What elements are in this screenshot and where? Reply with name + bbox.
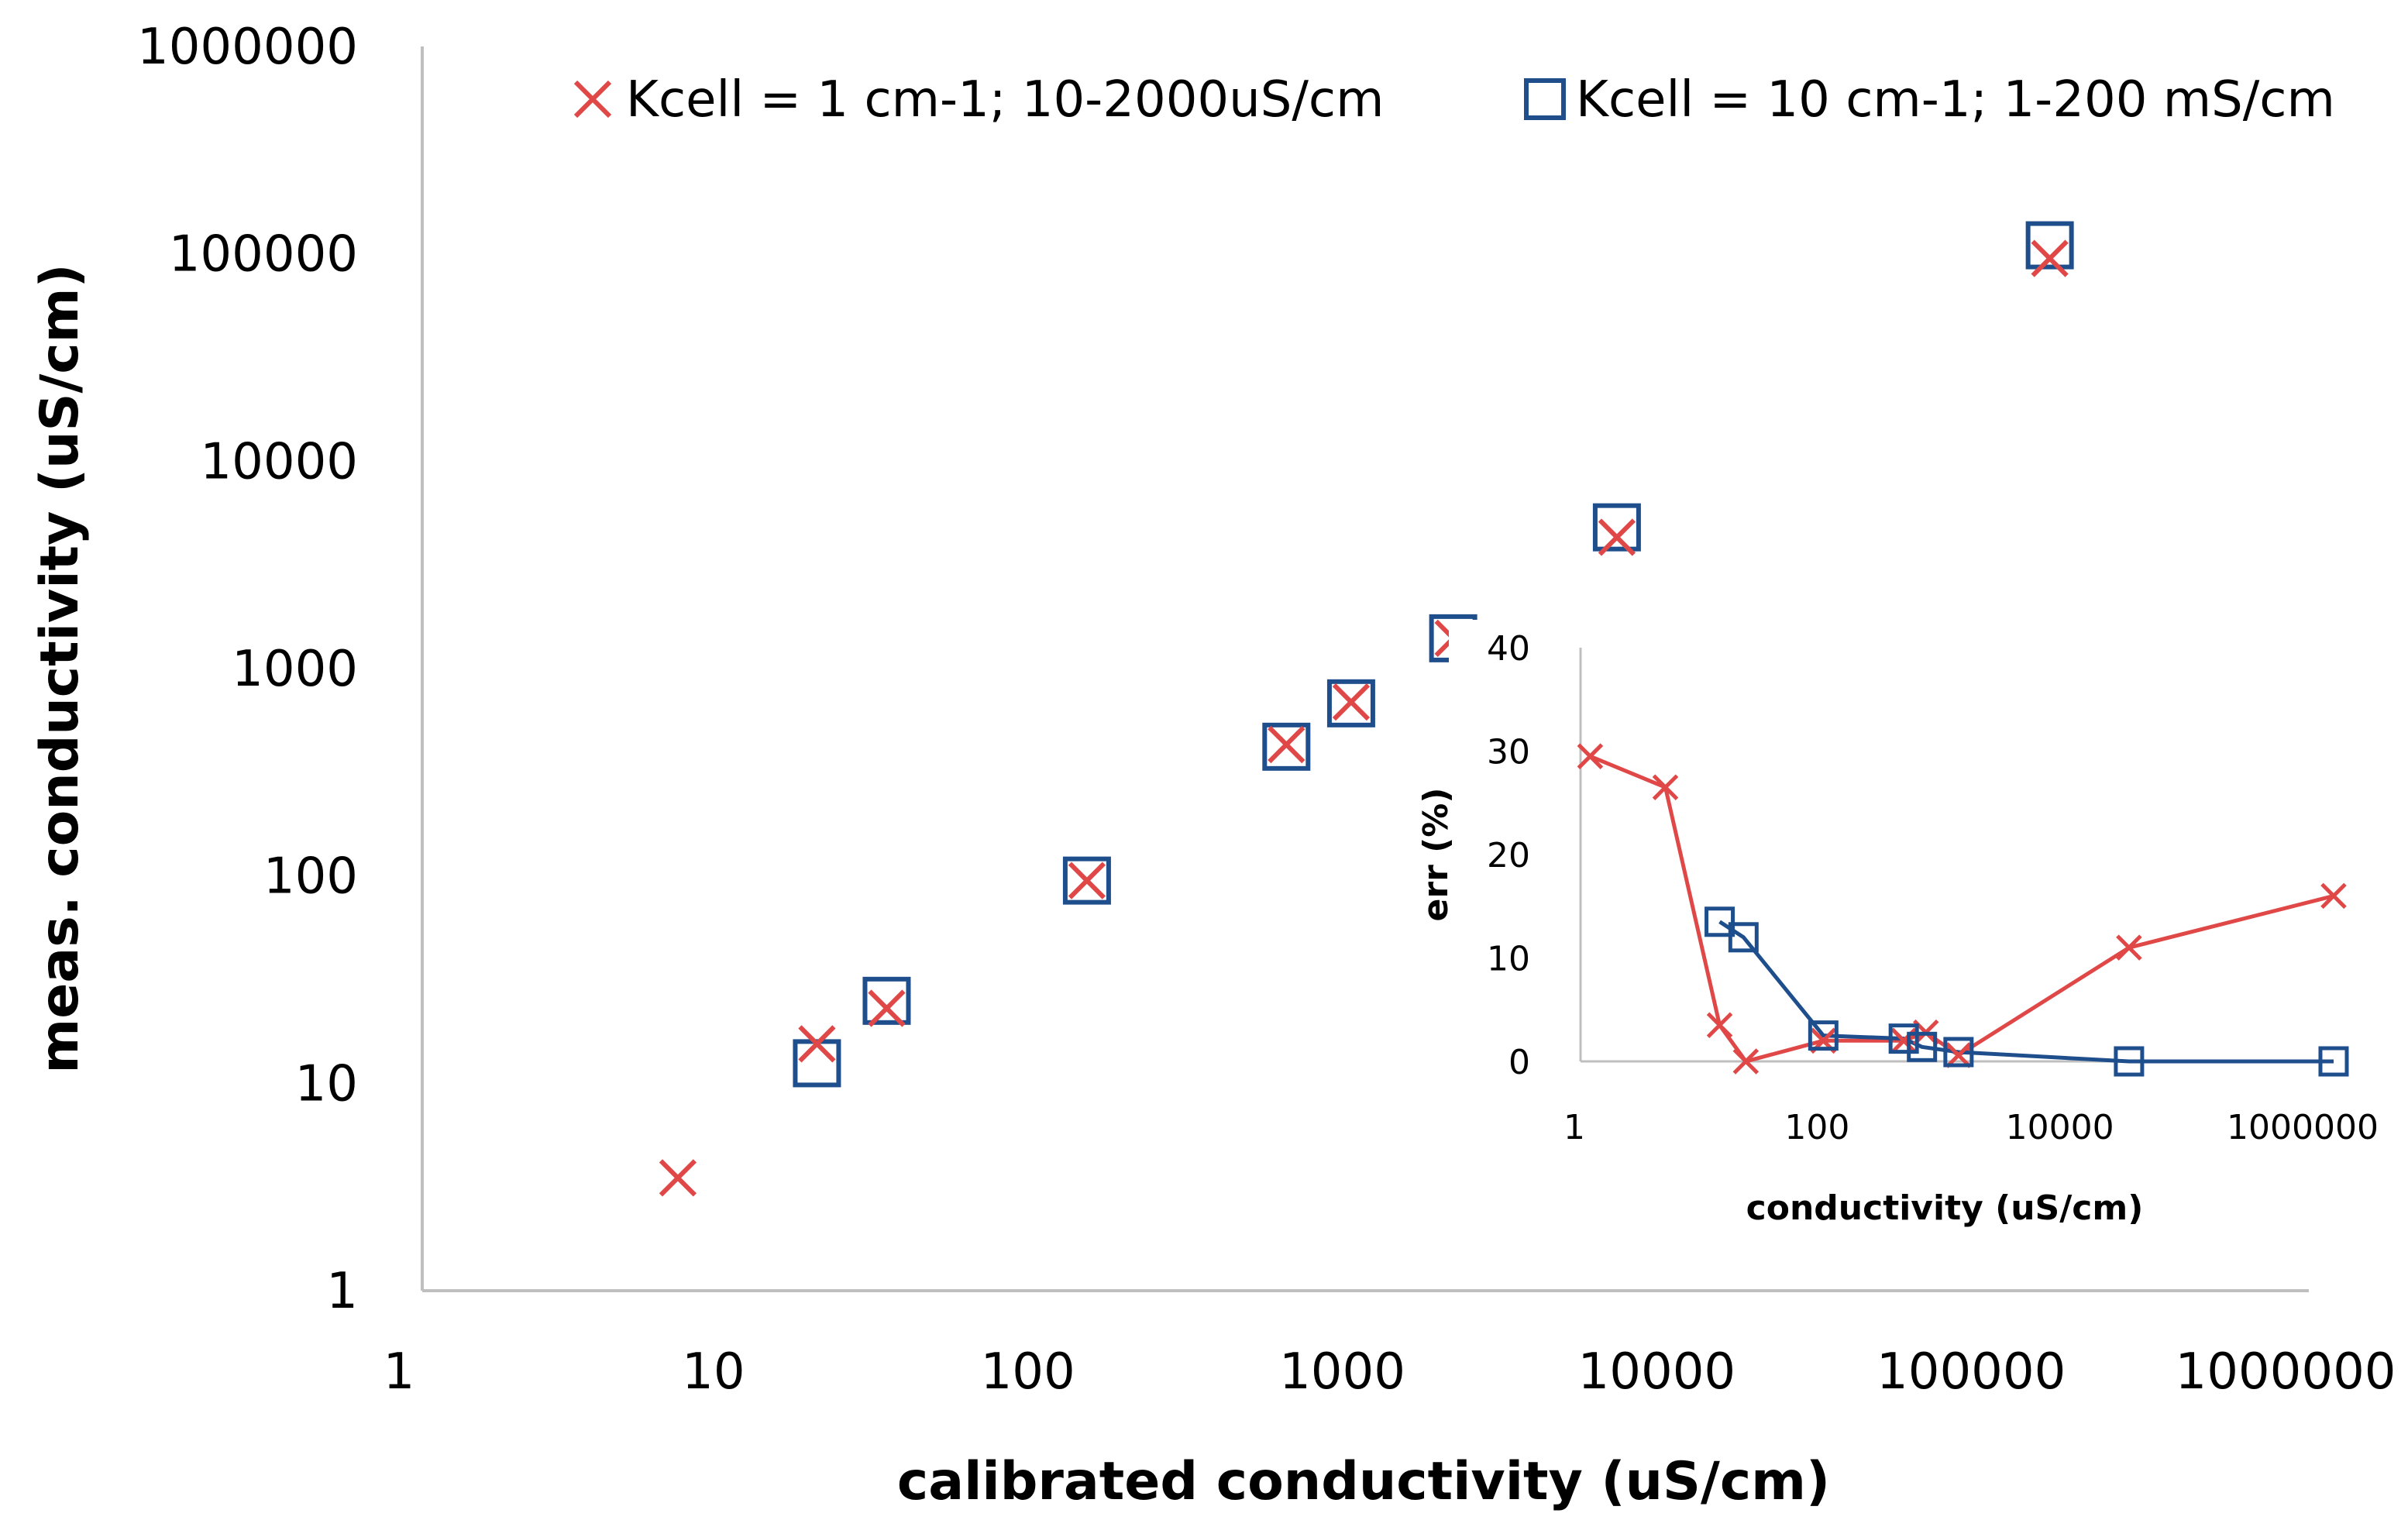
inset-x-tick-label: 100	[1784, 1108, 1849, 1147]
inset-point-kcell1	[1577, 743, 1604, 769]
main-x-tick-label: 100	[981, 1343, 1075, 1401]
main-y-tick-label: 1	[326, 1263, 358, 1320]
main-point-kcell1	[1068, 862, 1106, 899]
main-x-tick-label: 10000	[1578, 1343, 1736, 1401]
inset-line-kcell1	[1589, 754, 2334, 1064]
inset-y-axis-title: err (%)	[1416, 788, 1456, 922]
inset-y-tick-label: 30	[1487, 733, 1530, 772]
inset-y-tick-label: 40	[1487, 629, 1530, 669]
inset-y-tick-label: 20	[1487, 836, 1530, 875]
inset-point-kcell1	[1706, 1012, 1733, 1039]
main-point-kcell1	[868, 989, 906, 1027]
inset-x-tick-label: 1000000	[2227, 1108, 2379, 1147]
inset-line-kcell10	[1718, 920, 2334, 1064]
main-point-kcell1	[1332, 683, 1371, 721]
main-y-tick-label: 10000	[200, 433, 358, 490]
main-point-kcell1	[2031, 239, 2069, 277]
main-x-axis-title: calibrated conductivity (uS/cm)	[897, 1451, 1830, 1512]
inset-data-points	[1577, 743, 2349, 1077]
main-y-tick-label: 1000000	[137, 19, 358, 76]
main-point-kcell10	[2025, 221, 2074, 270]
inset-y-tick-label: 0	[1508, 1043, 1530, 1082]
inset-point-kcell10	[1808, 1020, 1839, 1051]
main-y-tick-labels: 1 10 100 1000 10000 100000 1000000	[137, 19, 358, 1320]
inset-x-tick-labels: 1 100 10000 1000000	[1563, 1108, 2379, 1147]
main-x-tick-label: 1000	[1279, 1343, 1405, 1401]
inset-point-kcell10	[2114, 1046, 2145, 1077]
main-point-kcell1	[659, 1159, 697, 1197]
inset-y-tick-label: 10	[1487, 940, 1530, 979]
main-y-tick-label: 1000	[232, 641, 358, 698]
main-y-tick-label: 100000	[169, 226, 358, 284]
main-point-kcell10	[1262, 722, 1311, 771]
inset-y-tick-labels: 0 10 20 30 40	[1487, 629, 1530, 1082]
main-point-kcell1	[1598, 518, 1636, 556]
inset-chart: 1 100 10000 1000000 0 10 20 30 40 conductivity …	[1416, 620, 2408, 1263]
main-point-kcell10	[1326, 679, 1375, 727]
inset-point-kcell1	[1732, 1048, 1760, 1075]
legend-label-series-1: Kcell = 1 cm-1; 10-2000uS/cm	[626, 71, 1384, 129]
inset-point-kcell10	[1907, 1031, 1938, 1062]
inset-point-kcell1	[1652, 774, 1679, 800]
main-point-kcell1	[1268, 725, 1305, 764]
legend-marker-series-1	[573, 80, 612, 119]
inset-point-kcell1	[2320, 882, 2347, 910]
inset-point-kcell1	[1945, 1042, 1972, 1068]
legend: Kcell = 1 cm-1; 10-2000uS/cm Kcell = 10 …	[573, 71, 2335, 129]
inset-point-kcell10	[1888, 1023, 1919, 1054]
inset-x-axis-title: conductivity (uS/cm)	[1746, 1188, 2144, 1228]
inset-x-tick-label: 1	[1563, 1108, 1585, 1147]
main-y-tick-label: 10	[295, 1055, 358, 1113]
inset-background	[1449, 620, 2408, 1263]
main-y-axis-title: meas. conductivity (uS/cm)	[29, 263, 91, 1073]
main-point-kcell10	[1062, 856, 1111, 905]
main-point-kcell1	[798, 1025, 836, 1063]
main-x-tick-label: 100000	[1877, 1343, 2066, 1401]
main-x-tick-label: 10	[682, 1343, 745, 1401]
main-y-tick-label: 100	[263, 848, 358, 906]
legend-label-series-2: Kcell = 10 cm-1; 1-200 mS/cm	[1576, 71, 2335, 129]
main-point-kcell10	[862, 976, 911, 1025]
inset-point-kcell1	[2116, 934, 2142, 961]
inset-series-lines	[1589, 754, 2334, 1064]
legend-marker-series-2	[1524, 78, 1566, 120]
main-point-kcell10	[793, 1039, 841, 1088]
main-x-tick-labels: 1 10 100 1000 10000 100000 1000000	[384, 1343, 2396, 1401]
main-x-tick-label: 1000000	[2175, 1343, 2396, 1401]
inset-point-kcell10	[1728, 922, 1759, 953]
main-x-tick-label: 1	[384, 1343, 415, 1401]
inset-x-tick-label: 10000	[2006, 1108, 2114, 1147]
main-point-kcell10	[1592, 503, 1641, 552]
inset-point-kcell10	[1705, 906, 1735, 937]
inset-point-kcell10	[2318, 1046, 2349, 1077]
inset-point-kcell10	[1943, 1037, 1974, 1068]
